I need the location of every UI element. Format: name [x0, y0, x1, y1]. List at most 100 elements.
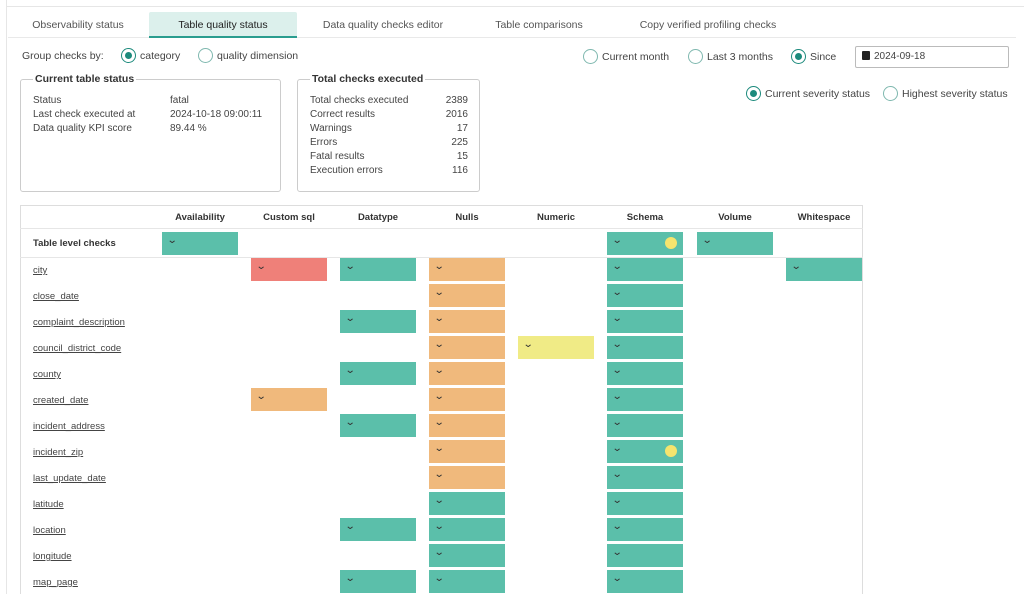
chevron-down-icon: ⌄ [611, 521, 623, 532]
cell-longitude-schema[interactable]: ⌄ [607, 544, 683, 567]
chevron-down-icon: ⌄ [344, 261, 356, 272]
chevron-down-icon: ⌄ [611, 365, 623, 376]
chevron-down-icon: ⌄ [166, 235, 178, 246]
fatal-results-value: 15 [456, 151, 468, 162]
cell-incident-address-schema[interactable]: ⌄ [607, 414, 683, 437]
row-label-complaint-description[interactable]: complaint_description [33, 317, 125, 328]
cell-last-update-date-schema[interactable]: ⌄ [607, 466, 683, 489]
quality-dimension-radio[interactable] [198, 48, 213, 63]
total-checks-title: Total checks executed [310, 73, 426, 85]
tab-copy-verified-profiling-checks[interactable]: Copy verified profiling checks [639, 19, 777, 31]
cell-incident-address-datatype[interactable]: ⌄ [340, 414, 416, 437]
current-month-radio[interactable] [583, 49, 598, 64]
row-label-incident-address[interactable]: incident_address [33, 421, 105, 432]
last-3-months-radio[interactable] [688, 49, 703, 64]
cell-council-district-code-nulls[interactable]: ⌄ [429, 336, 505, 359]
cell-city-nulls[interactable]: ⌄ [429, 258, 505, 281]
cell-close-date-schema[interactable]: ⌄ [607, 284, 683, 307]
highest-severity-label: Highest severity status [902, 87, 1008, 100]
chevron-down-icon: ⌄ [611, 547, 623, 558]
column-header-schema: Schema [626, 212, 664, 223]
current-table-status-title: Current table status [33, 73, 137, 85]
chevron-down-icon: ⌄ [611, 313, 623, 324]
table-level-divider [20, 257, 863, 258]
cell-map-page-nulls[interactable]: ⌄ [429, 570, 505, 593]
row-label-map-page[interactable]: map_page [33, 577, 78, 588]
chevron-down-icon: ⌄ [344, 365, 356, 376]
row-label-council-district-code[interactable]: council_district_code [33, 343, 122, 354]
cell-close-date-nulls[interactable]: ⌄ [429, 284, 505, 307]
severity-highest-option[interactable]: Highest severity status [883, 86, 1008, 101]
cell-complaint-description-schema[interactable]: ⌄ [607, 310, 683, 333]
cell-incident-zip-nulls[interactable]: ⌄ [429, 440, 505, 463]
category-radio[interactable] [121, 48, 136, 63]
cell-complaint-description-nulls[interactable]: ⌄ [429, 310, 505, 333]
row-label-county[interactable]: county [33, 369, 61, 380]
period-since-option[interactable]: Since [791, 49, 836, 64]
row-label-latitude[interactable]: latitude [33, 499, 64, 510]
chevron-down-icon: ⌄ [433, 443, 445, 454]
execution-errors-label: Execution errors [310, 165, 383, 176]
row-label-last-update-date[interactable]: last_update_date [33, 473, 106, 484]
cell-latitude-nulls[interactable]: ⌄ [429, 492, 505, 515]
cell-created-date-custom-sql[interactable]: ⌄ [251, 388, 327, 411]
cell-location-datatype[interactable]: ⌄ [340, 518, 416, 541]
cell-table-schema[interactable]: ⌄ [607, 232, 683, 255]
cell-county-schema[interactable]: ⌄ [607, 362, 683, 385]
cell-county-nulls[interactable]: ⌄ [429, 362, 505, 385]
cell-county-datatype[interactable]: ⌄ [340, 362, 416, 385]
cell-location-schema[interactable]: ⌄ [607, 518, 683, 541]
tab-data-quality-checks-editor[interactable]: Data quality checks editor [322, 19, 444, 31]
cell-city-whitespace[interactable]: ⌄ [786, 258, 862, 281]
cell-council-district-code-numeric[interactable]: ⌄ [518, 336, 594, 359]
group-by-category-option[interactable]: category [121, 48, 180, 63]
tab-observability-status[interactable]: Observability status [32, 19, 124, 31]
period-last-3-months-option[interactable]: Last 3 months [688, 49, 773, 64]
cell-table-availability[interactable]: ⌄ [162, 232, 238, 255]
cell-city-schema[interactable]: ⌄ [607, 258, 683, 281]
column-header-availability: Availability [175, 212, 225, 223]
chevron-down-icon: ⌄ [344, 521, 356, 532]
cell-location-nulls[interactable]: ⌄ [429, 518, 505, 541]
since-date-input[interactable]: 2024-09-18 [855, 46, 1009, 68]
row-label-created-date[interactable]: created_date [33, 395, 89, 406]
cell-last-update-date-nulls[interactable]: ⌄ [429, 466, 505, 489]
row-label-city[interactable]: city [33, 265, 48, 276]
last-check-label: Last check executed at [33, 109, 136, 120]
warnings-value: 17 [456, 123, 468, 134]
cell-incident-address-nulls[interactable]: ⌄ [429, 414, 505, 437]
row-label-incident-zip[interactable]: incident_zip [33, 447, 84, 458]
tab-table-quality-status[interactable]: Table quality status [149, 12, 297, 38]
highest-severity-radio[interactable] [883, 86, 898, 101]
status-label: Status [33, 95, 62, 106]
warning-dot-icon [665, 445, 677, 457]
severity-current-option[interactable]: Current severity status [746, 86, 870, 101]
row-label-location[interactable]: location [33, 525, 66, 536]
cell-map-page-schema[interactable]: ⌄ [607, 570, 683, 593]
cell-city-datatype[interactable]: ⌄ [340, 258, 416, 281]
cell-council-district-code-schema[interactable]: ⌄ [607, 336, 683, 359]
chevron-down-icon: ⌄ [433, 391, 445, 402]
cell-latitude-schema[interactable]: ⌄ [607, 492, 683, 515]
row-label-close-date[interactable]: close_date [33, 291, 79, 302]
group-by-label: Group checks by: [22, 50, 104, 62]
cell-created-date-schema[interactable]: ⌄ [607, 388, 683, 411]
period-current-month-option[interactable]: Current month [583, 49, 669, 64]
chevron-down-icon: ⌄ [433, 339, 445, 350]
cell-complaint-description-datatype[interactable]: ⌄ [340, 310, 416, 333]
row-label-longitude[interactable]: longitude [33, 551, 72, 562]
since-radio[interactable] [791, 49, 806, 64]
chevron-down-icon: ⌄ [433, 417, 445, 428]
column-header-nulls: Nulls [455, 212, 479, 223]
cell-city-custom-sql[interactable]: ⌄ [251, 258, 327, 281]
category-label: category [140, 49, 181, 62]
cell-longitude-nulls[interactable]: ⌄ [429, 544, 505, 567]
cell-created-date-nulls[interactable]: ⌄ [429, 388, 505, 411]
current-severity-radio[interactable] [746, 86, 761, 101]
tab-table-comparisons[interactable]: Table comparisons [495, 19, 583, 31]
cell-table-volume[interactable]: ⌄ [697, 232, 773, 255]
cell-map-page-datatype[interactable]: ⌄ [340, 570, 416, 593]
chevron-down-icon: ⌄ [344, 313, 356, 324]
group-by-quality-dimension-option[interactable]: quality dimension [198, 48, 298, 63]
cell-incident-zip-schema[interactable]: ⌄ [607, 440, 683, 463]
